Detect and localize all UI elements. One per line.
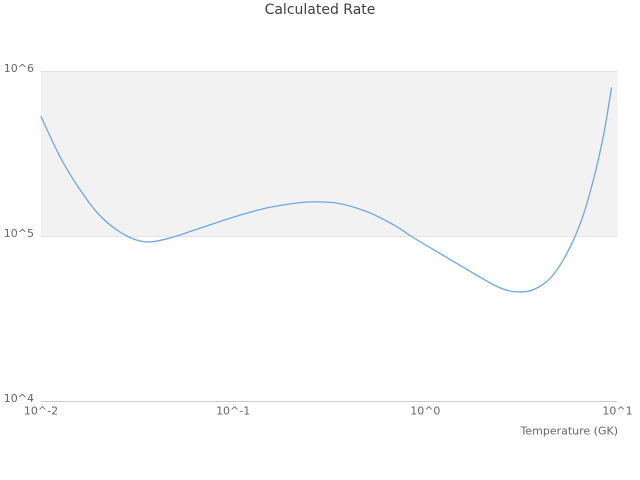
y-tick-label: 10^4 <box>4 392 34 405</box>
chart-title: Calculated Rate <box>264 2 376 18</box>
decade-band <box>41 71 618 236</box>
rate-curve <box>40 87 613 293</box>
x-tick-label: 10^0 <box>410 405 440 418</box>
y-tick-label: 10^5 <box>4 227 34 240</box>
y-tick-label: 10^6 <box>4 62 34 75</box>
x-tick-label: 10^-1 <box>216 405 250 418</box>
x-tick-label: 10^1 <box>602 405 632 418</box>
x-axis-title: Temperature (GK) <box>520 425 619 438</box>
x-tick-label: 10^-2 <box>24 405 58 418</box>
